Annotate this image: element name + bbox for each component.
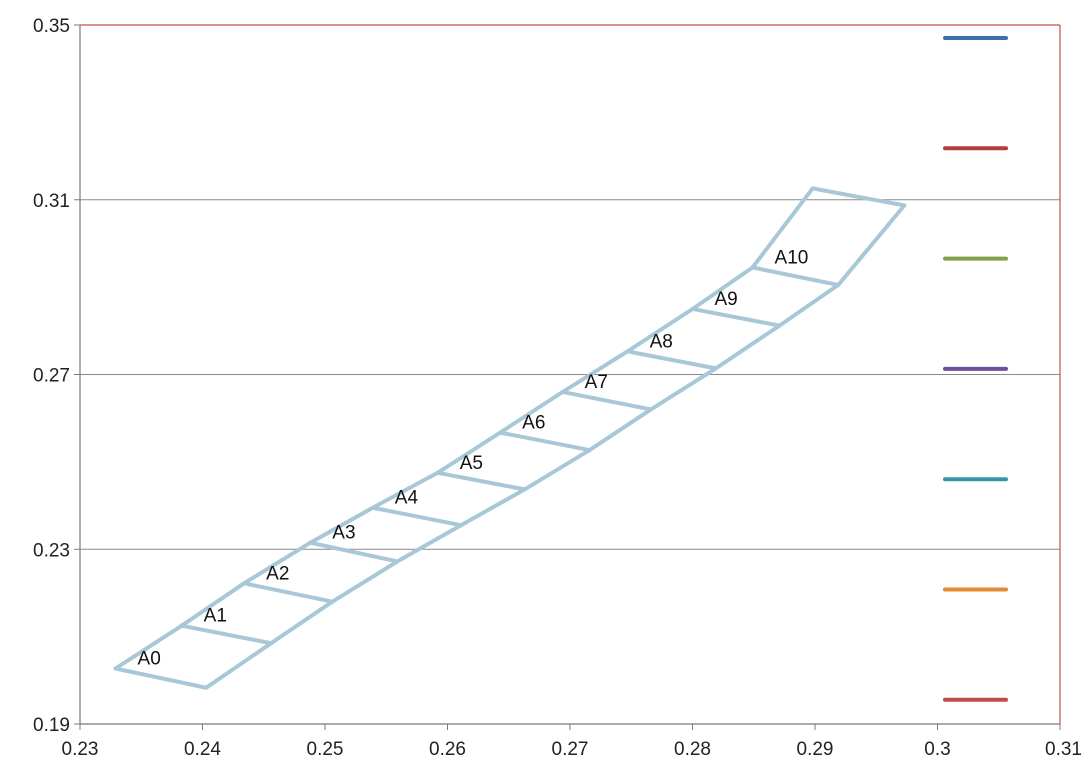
y-tick-label: 0.27 (33, 366, 70, 387)
ladder-rung (308, 540, 400, 564)
x-tick-label: 0.27 (552, 739, 589, 760)
point-label: A5 (460, 453, 483, 474)
ladder-left-rail (114, 187, 815, 671)
ladder-rung (625, 349, 718, 371)
ladder-top-edge (810, 186, 907, 208)
x-tick-label: 0.26 (429, 739, 466, 760)
point-label: A10 (775, 247, 809, 268)
x-tick-label: 0.24 (184, 739, 221, 760)
y-tick-label: 0.23 (33, 540, 70, 561)
x-tick-label: 0.3 (924, 739, 950, 760)
x-tick-label: 0.29 (797, 739, 834, 760)
point-label: A1 (204, 606, 227, 627)
ladder-rung (242, 581, 335, 604)
ladder-rung (750, 265, 841, 287)
x-tick-label: 0.28 (674, 739, 711, 760)
point-label: A9 (715, 289, 738, 310)
point-labels: A0 A1 A2 A3 A4 A5 A6 A7 A8 A9 A10 (138, 247, 809, 669)
ladder-rung (435, 470, 527, 492)
ladder-rung (179, 623, 274, 646)
gridlines (80, 24, 1060, 550)
point-label: A4 (395, 488, 419, 509)
y-tick-label: 0.19 (33, 715, 70, 736)
x-tick-label: 0.25 (307, 739, 344, 760)
point-label: A0 (138, 649, 161, 670)
ladder-rung (370, 505, 463, 528)
axes: 0.19 0.23 0.27 0.31 0.35 0.23 0.24 0.25 0.26 0.27… (33, 16, 1082, 760)
ladder-rung (560, 389, 653, 412)
y-tick-label: 0.35 (33, 16, 70, 37)
point-label: A3 (332, 523, 355, 544)
point-label: A6 (522, 413, 545, 434)
point-label: A2 (266, 563, 289, 584)
ladder-series (113, 186, 907, 690)
x-tick-label: 0.31 (1045, 739, 1082, 760)
ladder-rung (113, 666, 209, 690)
ladder-rung (498, 430, 592, 453)
x-tick-label: 0.23 (62, 739, 99, 760)
legend (943, 36, 1008, 702)
point-label: A7 (585, 372, 608, 393)
ladder-rung (690, 306, 782, 328)
y-tick-label: 0.31 (33, 191, 70, 212)
ladder-right-rail (205, 204, 906, 690)
point-label: A8 (650, 331, 673, 352)
